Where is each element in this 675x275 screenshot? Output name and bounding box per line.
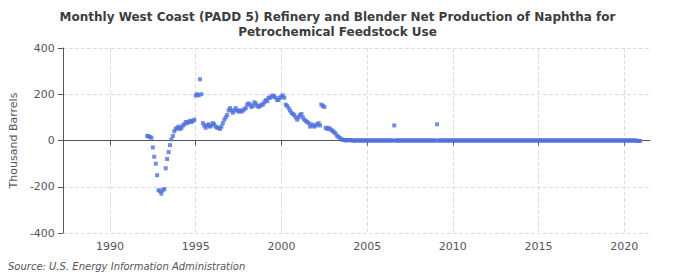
svg-text:1990: 1990: [96, 240, 124, 253]
svg-text:1995: 1995: [182, 240, 210, 253]
svg-text:-200: -200: [30, 180, 55, 193]
svg-text:2000: 2000: [267, 240, 295, 253]
svg-text:200: 200: [34, 88, 55, 101]
svg-text:2005: 2005: [353, 240, 381, 253]
svg-text:2015: 2015: [525, 240, 553, 253]
svg-text:-400: -400: [30, 227, 55, 240]
svg-text:Thousand Barrels: Thousand Barrels: [7, 92, 20, 189]
svg-text:Source: U.S. Energy Informatio: Source: U.S. Energy Information Administ…: [8, 261, 245, 272]
svg-text:Monthly West Coast (PADD 5) Re: Monthly West Coast (PADD 5) Refinery and…: [60, 10, 616, 24]
svg-text:400: 400: [34, 42, 55, 55]
svg-text:0: 0: [48, 134, 55, 147]
svg-text:2020: 2020: [610, 240, 638, 253]
svg-text:2010: 2010: [439, 240, 467, 253]
svg-text:Petrochemical Feedstock Use: Petrochemical Feedstock Use: [238, 25, 437, 39]
